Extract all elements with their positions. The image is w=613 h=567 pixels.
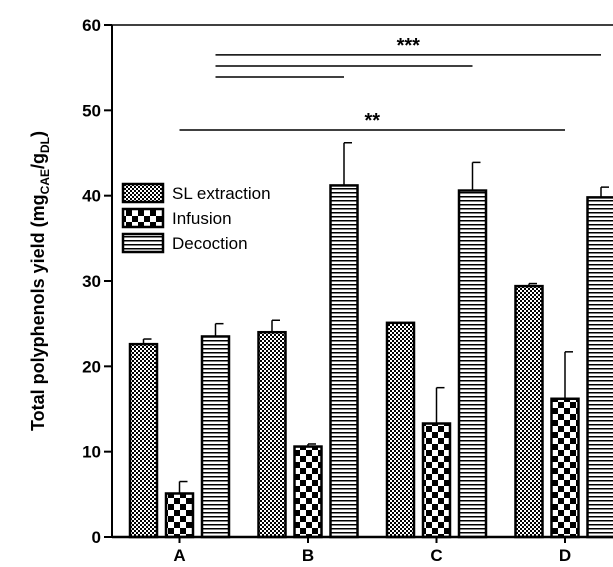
bar-b-decoction [329,184,359,539]
legend-swatch-infusion [121,207,165,229]
y-axis-label-end: ) [28,131,48,137]
y-axis-label: Total polyphenols yield (mgCAE/gDL) [28,131,52,431]
x-tick-label-a: A [173,546,185,565]
y-tick-label: 10 [82,443,101,462]
significance-label: ** [364,110,380,132]
y-tick-label: 0 [92,528,101,547]
bar-c-infusion [421,422,452,539]
y-axis-label-sub1: CAE [38,169,52,194]
bar-b-infusion [293,445,323,539]
y-tick-label: 60 [82,16,101,35]
y-tick-label: 50 [82,101,101,120]
bar-d-infusion [550,397,580,539]
x-tick-label-b: B [302,546,314,565]
bar-d-decoction [586,196,613,539]
y-axis-label-mid: /g [28,153,48,169]
y-tick-label: 40 [82,187,101,206]
y-tick-label: 30 [82,272,101,291]
x-tick-label-d: D [559,546,571,565]
legend-label-decoction: Decoction [172,234,248,253]
bar-a-sl-extraction [128,342,159,539]
legend-swatch-sl-extraction [121,182,165,204]
legend-label-sl-extraction: SL extraction [172,184,271,203]
bar-c-decoction [457,189,488,539]
bar-a-decoction [200,335,231,539]
plot-area: 0 10 20 30 40 50 60 A B C D Total polyphenols yield… [28,16,613,565]
x-tick-label-c: C [430,546,442,565]
bar-b-sl-extraction [257,330,287,539]
significance-label: *** [397,35,421,57]
bar-a-infusion [164,492,195,539]
y-axis-label-main: Total polyphenols yield (mg [28,194,48,431]
legend-swatch-decoction [121,232,165,254]
y-axis-label-sub2: DL [38,137,52,153]
legend: SL extraction Infusion Decoction [121,182,271,254]
y-tick-label: 20 [82,357,101,376]
legend-label-infusion: Infusion [172,209,232,228]
bar-d-sl-extraction [514,284,544,539]
bar-c-sl-extraction [385,321,416,539]
